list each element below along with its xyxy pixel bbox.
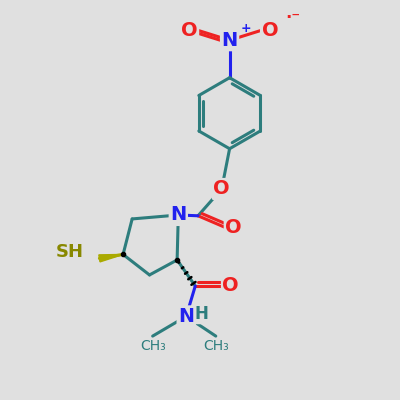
Text: O: O <box>225 218 242 237</box>
Text: H: H <box>194 305 208 323</box>
Text: N: N <box>170 206 186 224</box>
Text: N: N <box>222 31 238 50</box>
Text: O: O <box>213 180 230 198</box>
Text: ·⁻: ·⁻ <box>286 9 301 27</box>
Text: +: + <box>241 22 251 34</box>
Text: O: O <box>222 276 239 296</box>
Text: SH: SH <box>56 243 84 261</box>
Text: CH₃: CH₃ <box>140 339 166 353</box>
Text: O: O <box>262 21 278 40</box>
Text: N: N <box>178 307 194 326</box>
Text: CH₃: CH₃ <box>203 339 229 353</box>
Text: O: O <box>181 21 198 40</box>
Polygon shape <box>99 254 123 262</box>
